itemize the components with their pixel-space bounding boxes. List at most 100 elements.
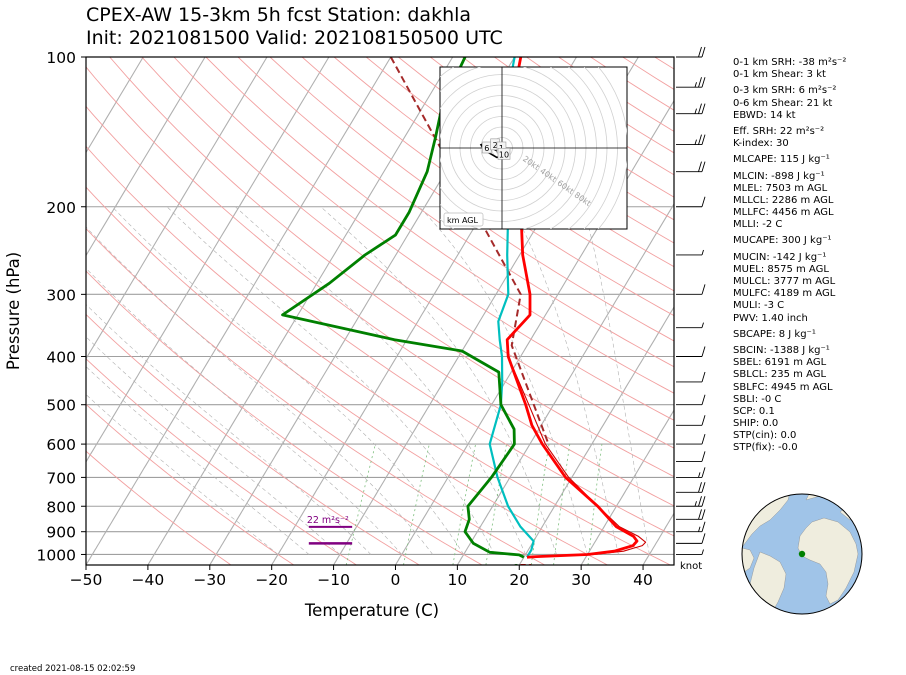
indices-panel: 0-1 km SRH: -38 m²s⁻² 0-1 km Shear: 3 kt 0… <box>733 57 846 455</box>
index-line: MLCIN: -898 J kg⁻¹ <box>733 170 825 182</box>
index-line: SBCAPE: 8 J kg⁻¹ <box>733 328 816 340</box>
wind-barb <box>676 196 706 208</box>
moist-adiabat <box>86 336 341 555</box>
index-line: SBLCL: 235 m AGL <box>733 369 827 381</box>
index-line: MULFC: 4189 m AGL <box>733 288 836 300</box>
isotherm-line <box>209 57 516 565</box>
isotherm-line <box>271 57 577 565</box>
mixing-ratio-line <box>485 444 507 565</box>
mixing-ratio-line <box>403 444 430 565</box>
dry-adiabat <box>333 57 674 292</box>
dry-adiabat <box>205 57 674 394</box>
dry-adiabat <box>173 57 674 421</box>
created-timestamp: created 2021-08-15 02:02:59 <box>10 664 136 674</box>
surface-temperature-label: 70 <box>520 562 534 575</box>
wind-barb <box>676 103 706 115</box>
wind-barb <box>676 467 706 478</box>
index-line: K-index: 30 <box>733 138 789 150</box>
wind-barb <box>676 346 706 357</box>
dry-adiabat <box>365 57 674 268</box>
index-line: 0-3 km SRH: 6 m²s⁻² <box>733 85 837 97</box>
dry-adiabat <box>86 403 294 565</box>
isotherm-line <box>456 202 674 565</box>
x-tick-label: −30 <box>193 571 226 589</box>
mixing-ratio-line <box>553 444 571 565</box>
index-line: MLLCL: 2286 m AGL <box>733 194 834 206</box>
index-line: STP(cin): 0.0 <box>733 430 797 442</box>
dry-adiabat <box>86 270 483 565</box>
dry-adiabat <box>86 227 545 565</box>
y-tick-label: 800 <box>46 498 76 516</box>
y-tick-label: 400 <box>46 349 76 367</box>
dry-adiabat <box>86 145 671 565</box>
moist-adiabat <box>320 206 557 555</box>
isotherm-line <box>86 57 206 257</box>
wind-barb <box>676 433 706 445</box>
index-line: MLLI: -2 C <box>733 219 783 231</box>
hodograph-legend-label: km AGL <box>447 216 479 225</box>
x-tick-label: 20 <box>509 571 529 589</box>
index-line: 0-6 km Shear: 21 kt <box>733 97 833 109</box>
isotherm-line <box>86 57 268 360</box>
index-line: SHIP: 0.0 <box>733 418 779 430</box>
x-axis-label: Temperature (C) <box>304 601 439 620</box>
index-line: MULCL: 3777 m AGL <box>733 276 836 287</box>
mixing-ratio-line <box>587 444 603 565</box>
dry-adiabat <box>86 313 420 565</box>
index-line: STP(fix): -0.0 <box>733 442 798 454</box>
hodograph-height-label: 6 <box>484 144 489 153</box>
moist-adiabat <box>583 206 650 555</box>
globe-landmass <box>797 517 859 605</box>
wind-barb <box>676 521 706 533</box>
isotherm-line <box>518 306 674 565</box>
barb-unit-label: knot <box>680 561 702 572</box>
y-tick-label: 700 <box>46 469 76 487</box>
index-line: PWV: 1.40 inch <box>733 312 808 324</box>
index-line: MULI: -3 C <box>733 300 785 312</box>
dry-adiabat <box>109 57 674 478</box>
dry-adiabat <box>269 57 674 342</box>
moist-adiabat <box>86 394 279 555</box>
wind-barb <box>676 46 706 58</box>
x-tick-label: 30 <box>571 571 591 589</box>
isotherm-line <box>642 512 674 565</box>
chart-title-line1: CPEX-AW 15-3km 5h fcst Station: dakhla <box>86 4 472 26</box>
isotherm-line <box>86 57 330 463</box>
wind-barb <box>676 451 706 462</box>
y-tick-label: 1000 <box>37 546 76 564</box>
wind-barb <box>676 161 706 173</box>
mixing-ratio-line <box>452 444 476 565</box>
isotherm-line <box>86 57 392 565</box>
x-tick-label: 10 <box>448 571 468 589</box>
mixing-ratio-line <box>345 444 376 565</box>
hodograph-height-label: 10 <box>499 150 509 159</box>
hodograph-legend-box <box>443 212 484 227</box>
wind-barb <box>676 77 706 88</box>
index-line: MUCAPE: 300 J kg⁻¹ <box>733 235 832 247</box>
y-tick-label: 900 <box>46 524 76 542</box>
dry-adiabat <box>86 450 232 565</box>
wind-barb <box>676 415 706 426</box>
moist-adiabat <box>111 206 464 555</box>
index-line: 0-1 km SRH: -38 m²s⁻² <box>733 57 847 68</box>
dewpoint-profile-line <box>281 57 525 559</box>
y-tick-label: 200 <box>46 199 76 217</box>
index-line: 0-1 km Shear: 3 kt <box>733 69 826 81</box>
dry-adiabat <box>237 57 674 368</box>
index-line: SCP: 0.1 <box>733 405 775 417</box>
locator-globe <box>741 493 863 615</box>
index-line: MLCAPE: 115 J kg⁻¹ <box>733 154 830 166</box>
wind-barb <box>676 322 704 329</box>
wind-barb <box>676 284 706 295</box>
moist-adiabat <box>235 206 526 555</box>
y-axis-label: Pressure (hPa) <box>4 252 23 370</box>
x-tick-label: −20 <box>255 571 288 589</box>
x-tick-label: −50 <box>70 571 103 589</box>
wind-barb <box>676 533 706 544</box>
index-line: MUCIN: -142 J kg⁻¹ <box>733 251 827 263</box>
chart-title-line2: Init: 2021081500 Valid: 202108150500 UTC <box>86 27 503 49</box>
wind-barb <box>676 394 706 406</box>
parcel-profile-line <box>507 356 647 558</box>
hodograph-inset: 20kt40kt60kt80kt62110km AGL <box>439 66 628 230</box>
